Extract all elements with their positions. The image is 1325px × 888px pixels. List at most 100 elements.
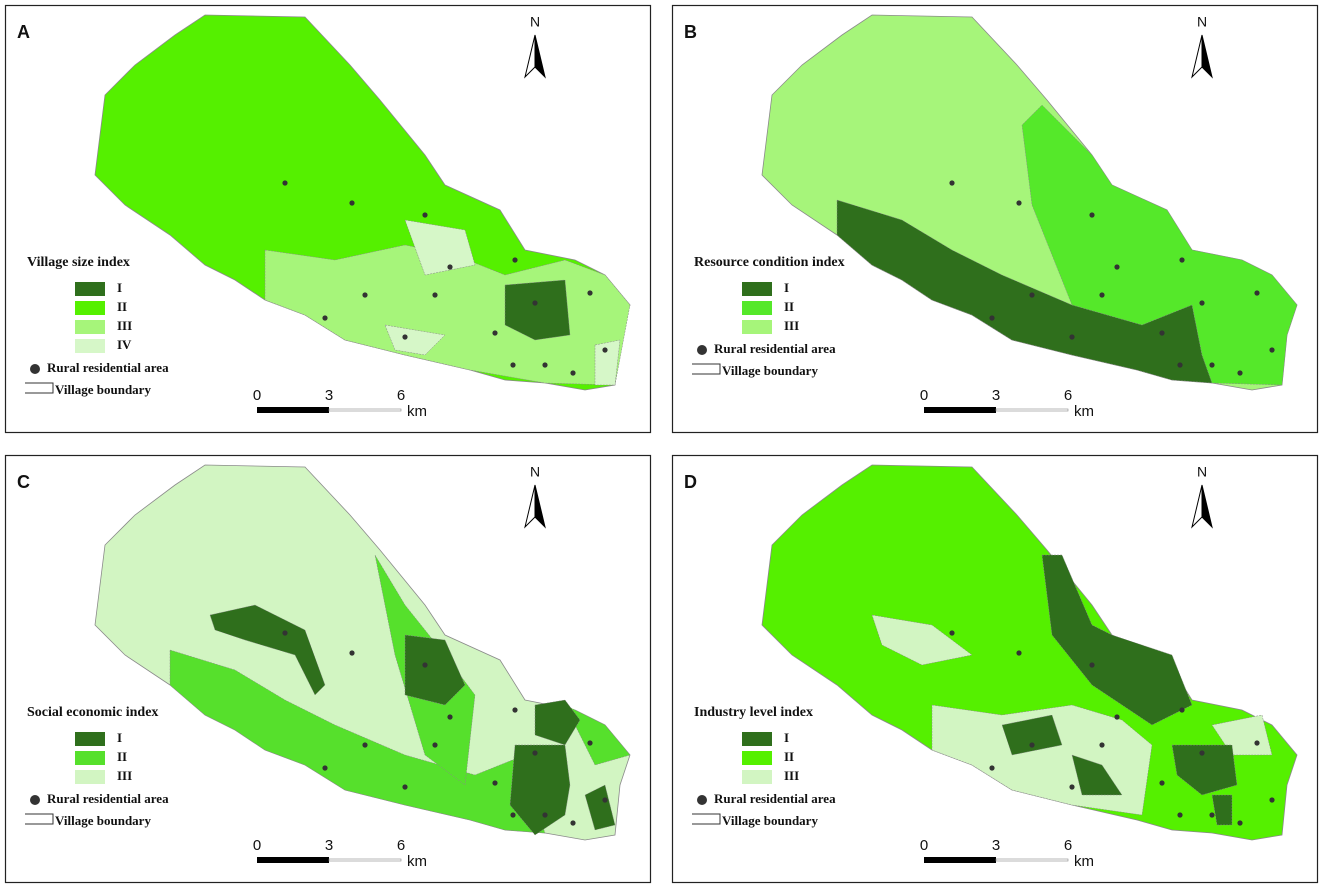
scale-unit: km [407,403,427,420]
region [404,219,476,276]
scale-bar [257,857,329,863]
scale-unit: km [1074,403,1094,420]
scale-bar [924,857,996,863]
panel-letter: C [17,472,30,492]
legend-label: I [117,730,122,745]
scale-bar [924,407,996,413]
residential-point [432,292,438,298]
residential-point [1016,650,1022,656]
legend-label: III [117,768,132,783]
scale-label: 0 [920,837,928,854]
legend-swatch [75,301,105,315]
legend-label: II [784,749,794,764]
legend-label: I [117,280,122,295]
legend-label: Rural residential area [47,791,169,806]
scale-label: 3 [325,837,333,854]
north-label: N [530,14,540,30]
residential-point [989,315,995,321]
residential-point [989,765,995,771]
residential-point [349,650,355,656]
residential-point [602,797,608,803]
legend-swatch [742,751,772,765]
residential-point [322,765,328,771]
residential-point [949,630,955,636]
legend-label: III [117,318,132,333]
region [1001,714,1063,756]
legend-title: Resource condition index [694,255,845,270]
legend-title: Industry level index [694,705,813,720]
region [169,649,546,834]
legend-label: II [784,299,794,314]
region [871,614,973,666]
residential-point [1069,334,1075,340]
legend-swatch [742,770,772,784]
region [594,339,621,386]
region [836,199,1213,384]
legend-title: Village size index [27,255,130,270]
residential-point [1179,707,1185,713]
residential-point [422,662,428,668]
residential-point [510,812,516,818]
legend-boundary [692,813,721,825]
legend-swatch [75,339,105,353]
legend-label: III [784,768,799,783]
legend-label: II [117,749,127,764]
scale-label: 3 [992,387,1000,404]
residential-point [587,290,593,296]
residential-point [570,820,576,826]
scale-bar [328,408,402,412]
residential-point [532,750,538,756]
legend-point [30,364,40,374]
region [384,324,446,356]
scale-label: 0 [253,837,261,854]
legend-swatch [742,320,772,334]
residential-point [447,264,453,270]
residential-point [1177,362,1183,368]
region [509,744,571,836]
legend-swatch [75,282,105,296]
scale-unit: km [407,853,427,870]
north-label: N [1197,14,1207,30]
legend-swatch [75,320,105,334]
region [564,704,631,766]
region [1071,754,1123,796]
residential-point [1029,742,1035,748]
residential-point [1199,750,1205,756]
legend-boundary [692,363,721,375]
region [1211,794,1233,826]
scale-label: 0 [920,387,928,404]
region [264,244,631,386]
scale-label: 6 [397,837,405,854]
region [534,699,581,746]
legend-title: Social economic index [27,705,158,720]
legend-swatch [742,282,772,296]
residential-point [492,780,498,786]
residential-point [949,180,955,186]
residential-point [1114,714,1120,720]
residential-point [1029,292,1035,298]
region [504,279,571,341]
scale-label: 3 [325,387,333,404]
region [209,604,326,696]
residential-point [512,257,518,263]
legend-label: Village boundary [722,813,818,828]
residential-point [1209,362,1215,368]
legend-label: Village boundary [55,382,151,397]
north-arrow [1201,484,1213,529]
legend-label: I [784,730,789,745]
residential-point [510,362,516,368]
legend-label: Rural residential area [714,791,836,806]
legend-label: IV [117,337,132,352]
legend-boundary [25,382,54,394]
residential-point [1237,820,1243,826]
legend-label: III [784,318,799,333]
residential-point [349,200,355,206]
residential-point [1199,300,1205,306]
residential-point [1179,257,1185,263]
residential-point [1209,812,1215,818]
north-label: N [530,464,540,480]
legend-swatch [75,732,105,746]
residential-point [1114,264,1120,270]
residential-point [1016,200,1022,206]
